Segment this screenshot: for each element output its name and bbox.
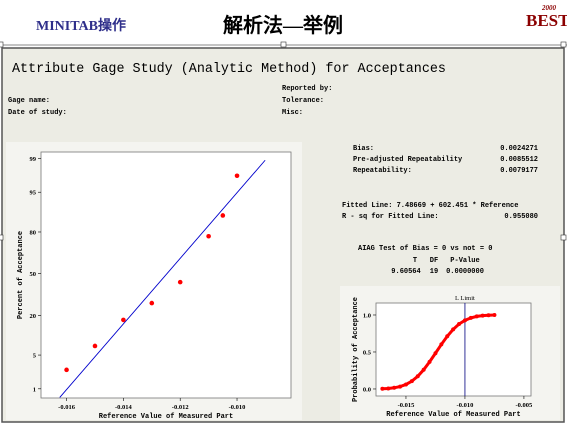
point: [427, 359, 432, 364]
point: [492, 313, 497, 318]
y-tick-label: 80: [30, 229, 37, 236]
point: [392, 385, 397, 390]
plot-area: [375, 302, 532, 397]
info: Reported by:: [282, 85, 332, 93]
point: [234, 173, 240, 179]
point: [149, 300, 155, 306]
point: [386, 386, 391, 391]
y-tick-label: 20: [30, 313, 37, 320]
handle: [0, 41, 4, 48]
y-axis-label: Probability of Acceptance: [352, 297, 360, 402]
info: Tolerance:: [282, 97, 324, 105]
header-title: 解析法—举例: [223, 13, 343, 37]
stat-value: 0.0024271: [500, 145, 538, 153]
point: [380, 386, 385, 391]
handle: [0, 234, 4, 241]
point: [468, 315, 473, 320]
point: [474, 314, 479, 319]
info: Misc:: [282, 109, 303, 117]
y-tick-label: 0.0: [363, 386, 371, 393]
point: [409, 379, 414, 384]
test-header: T: [413, 257, 417, 265]
y-axis-label: Percent of Acceptance: [17, 231, 25, 319]
x-tick-label: -0.010: [457, 402, 474, 409]
stat-label: Pre-adjusted Repeatability: [353, 156, 463, 164]
test-title: AIAG Test of Bias = 0 vs not = 0: [358, 245, 492, 253]
test-cell: 9.60564: [391, 268, 420, 276]
y-tick-label: 0.5: [363, 349, 372, 356]
test-header: P-Value: [450, 257, 479, 265]
point: [206, 233, 211, 239]
test-cell: 19: [430, 268, 438, 276]
point: [177, 279, 183, 285]
y-tick-label: 50: [30, 271, 37, 278]
x-tick-label: -0.010: [229, 404, 246, 411]
x-axis-label: Reference Value of Measured Part: [386, 411, 520, 419]
header-left: MINITAB操作: [36, 17, 126, 34]
y-tick-label: 99: [30, 156, 37, 163]
point: [220, 213, 226, 218]
logo: BEST: [526, 11, 567, 30]
x-tick-label: -0.016: [58, 404, 76, 411]
point: [421, 367, 426, 372]
fit-text: Fitted Line: 7.48669 + 602.451 * Referen…: [342, 202, 518, 210]
y-tick-label: 1: [33, 386, 36, 393]
handle: [560, 234, 567, 241]
stat-label: Bias:: [353, 145, 374, 153]
point: [415, 374, 420, 379]
rsq-value: 0.955080: [504, 213, 538, 221]
test-cell: 0.0000000: [446, 268, 484, 276]
point: [480, 313, 485, 318]
limit-label: L Limit: [455, 295, 475, 302]
logo-sup: 2000: [541, 4, 557, 12]
point: [121, 317, 126, 323]
x-tick-label: -0.005: [516, 402, 534, 409]
test-header: DF: [430, 257, 438, 265]
x-tick-label: -0.014: [115, 404, 133, 411]
x-tick-label: -0.015: [398, 402, 416, 409]
y-tick-label: 1.0: [363, 312, 371, 319]
point: [462, 318, 467, 323]
point: [486, 313, 491, 318]
y-tick-label: 95: [30, 190, 37, 197]
point: [457, 322, 462, 327]
info: Gage name:: [8, 97, 50, 105]
x-tick-label: -0.012: [172, 404, 189, 411]
point: [64, 367, 69, 373]
point: [92, 343, 98, 349]
y-tick-label: 5: [33, 353, 37, 360]
point: [398, 384, 403, 389]
info: Date of study:: [8, 109, 67, 117]
rsq-label: R - sq for Fitted Line:: [342, 213, 439, 221]
stat-value: 0.0085512: [500, 156, 538, 164]
point: [403, 382, 408, 387]
point: [433, 351, 438, 356]
stat-label: Repeatability:: [353, 167, 412, 175]
handle: [280, 41, 287, 48]
point: [439, 342, 444, 347]
fit-line: [59, 159, 266, 398]
panel-title: Attribute Gage Study (Analytic Method) f…: [12, 62, 446, 77]
stat-value: 0.0079177: [500, 167, 538, 175]
handle: [560, 41, 567, 48]
point: [451, 327, 456, 332]
x-axis-label: Reference Value of Measured Part: [99, 413, 233, 421]
point: [445, 334, 450, 339]
